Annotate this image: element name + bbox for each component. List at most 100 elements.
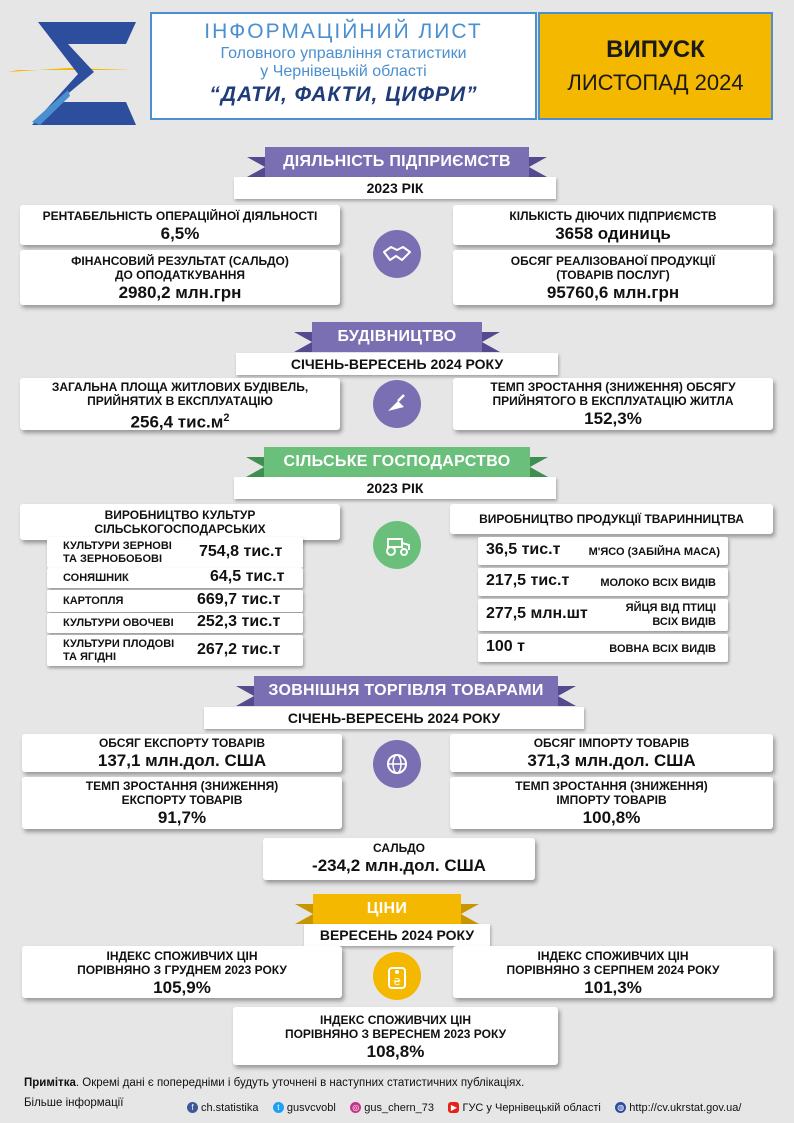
card-label: РЕНТАБЕЛЬНІСТЬ ОПЕРАЦІЙНОЇ ДІЯЛЬНОСТІ	[42, 209, 318, 223]
card-label: ОБСЯГ РЕАЛІЗОВАНОЇ ПРОДУКЦІЇ	[510, 254, 716, 268]
card-label: ОБСЯГ ІМПОРТУ ТОВАРІВ	[533, 736, 690, 750]
section-title: ЦІНИ	[366, 900, 408, 917]
price-tag-icon: ₴	[373, 952, 421, 1000]
card-label: ВИРОБНИЦТВО КУЛЬТУР	[104, 508, 256, 522]
banner-wing-right	[530, 457, 548, 477]
card-label: ФІНАНСОВИЙ РЕЗУЛЬТАТ (САЛЬДО)	[71, 254, 289, 268]
banner-wing-right	[482, 332, 500, 352]
website-link[interactable]: ◍ http://cv.ukrstat.gov.ua/	[615, 1101, 742, 1114]
card-crops-title: ВИРОБНИЦТВО КУЛЬТУР СІЛЬСЬКОГОСПОДАРСЬКИ…	[20, 504, 340, 540]
section-period: СІЧЕНЬ-ВЕРЕСЕНЬ 2024 РОКУ	[204, 707, 584, 729]
footnote: Примітка. Окремі дані є попередніми і бу…	[24, 1077, 784, 1089]
section-period: 2023 РІК	[234, 177, 556, 199]
section-title: ЗОВНІШНЯ ТОРГІВЛЯ ТОВАРАМИ	[268, 682, 544, 699]
card-housing-area: ЗАГАЛЬНА ПЛОЩА ЖИТЛОВИХ БУДІВЕЛЬ, ПРИЙНЯ…	[20, 378, 340, 432]
card-label: ІНДЕКС СПОЖИВЧИХ ЦІН	[106, 949, 258, 963]
card-value: 101,3%	[584, 978, 642, 997]
section-banner-prices: ЦІНИ	[313, 894, 461, 924]
card-value: 108,8%	[366, 1042, 425, 1061]
card-value: 371,3 млн.дол. США	[527, 751, 696, 770]
livestock-row: 217,5 тис.т МОЛОКО ВСІХ ВИДІВ	[478, 568, 728, 596]
card-import-growth: ТЕМП ЗРОСТАННЯ (ЗНИЖЕННЯ) ІМПОРТУ ТОВАРІ…	[450, 777, 773, 829]
crop-row: КАРТОПЛЯ 669,7 тис.т	[47, 590, 303, 612]
section-title: БУДІВНИЦТВО	[337, 328, 457, 345]
livestock-row: 36,5 тис.т М'ЯСО (ЗАБІЙНА МАСА)	[478, 537, 728, 565]
twitter-link[interactable]: t gusvcvobl	[272, 1102, 336, 1114]
social-links: f ch.statistika t gusvcvobl ◎ gus_chern_73 …	[187, 1097, 751, 1115]
card-label: ОБСЯГ ЕКСПОРТУ ТОВАРІВ	[98, 736, 266, 750]
more-info-label: Більше інформації	[24, 1097, 124, 1109]
card-housing-growth: ТЕМП ЗРОСТАННЯ (ЗНИЖЕННЯ) ОБСЯГУ ПРИЙНЯТ…	[453, 378, 773, 430]
card-value: 3658 одиниць	[555, 224, 671, 243]
card-value: -234,2 млн.дол. США	[312, 856, 486, 875]
crop-row: СОНЯШНИК 64,5 тис.т	[47, 568, 303, 588]
card-export-volume: ОБСЯГ ЕКСПОРТУ ТОВАРІВ 137,1 млн.дол. СШ…	[22, 734, 342, 772]
card-value: 100,8%	[582, 808, 641, 827]
card-financial-result: ФІНАНСОВИЙ РЕЗУЛЬТАТ (САЛЬДО) ДО ОПОДАТК…	[20, 250, 340, 305]
card-value: 2980,2 млн.грн	[118, 283, 242, 302]
card-label: ПРИЙНЯТИХ В ЕКСПЛУАТАЦІЮ	[87, 394, 273, 408]
crop-row: КУЛЬТУРИ ПЛОДОВІ ТА ЯГІДНІ 267,2 тис.т	[47, 635, 303, 666]
banner-wing-left	[294, 332, 312, 352]
card-label: ВИРОБНИЦТВО ПРОДУКЦІЇ ТВАРИННИЦТВА	[479, 512, 744, 526]
card-value: 105,9%	[153, 978, 211, 997]
card-trade-balance: САЛЬДО -234,2 млн.дол. США	[263, 838, 535, 880]
issue-label: ВИПУСК	[606, 36, 705, 63]
instagram-link[interactable]: ◎ gus_chern_73	[350, 1101, 435, 1114]
card-livestock-title: ВИРОБНИЦТВО ПРОДУКЦІЇ ТВАРИННИЦТВА	[450, 504, 773, 534]
globe-web-icon: ◍	[615, 1102, 627, 1113]
section-period: СІЧЕНЬ-ВЕРЕСЕНЬ 2024 РОКУ	[236, 353, 558, 375]
section-banner-agriculture: СІЛЬСЬКЕ ГОСПОДАРСТВО	[264, 447, 530, 477]
section-banner-enterprises: ДІЯЛЬНІСТЬ ПІДПРИЄМСТВ	[265, 147, 529, 177]
issue-box: ВИПУСК ЛИСТОПАД 2024	[538, 12, 773, 120]
issue-date: ЛИСТОПАД 2024	[567, 70, 744, 95]
banner-wing-left	[236, 686, 254, 706]
footnote-text: . Окремі дані є попередніми і будуть уто…	[75, 1077, 525, 1089]
section-banner-trade: ЗОВНІШНЯ ТОРГІВЛЯ ТОВАРАМИ	[254, 676, 558, 706]
livestock-row: 277,5 млн.шт ЯЙЦЯ ВІД ПТИЦІ ВСІХ ВИДІВ	[478, 599, 728, 631]
card-value: 256,4 тис.м2	[130, 412, 230, 432]
trowel-icon	[373, 380, 421, 428]
header-subtitle-2: у Чернівецькій області	[260, 63, 427, 80]
handshake-icon	[373, 230, 421, 278]
crop-row: КУЛЬТУРИ ОВОЧЕВІ 252,3 тис.т	[47, 613, 303, 633]
card-label: ЗАГАЛЬНА ПЛОЩА ЖИТЛОВИХ БУДІВЕЛЬ,	[51, 380, 309, 394]
card-label: (ТОВАРІВ ПОСЛУГ)	[556, 268, 670, 282]
card-label: САЛЬДО	[373, 841, 425, 855]
header-slogan: “ДАТИ, ФАКТИ, ЦИФРИ”	[209, 83, 478, 106]
card-label: ДО ОПОДАТКУВАННЯ	[114, 268, 246, 282]
card-label: ІНДЕКС СПОЖИВЧИХ ЦІН	[537, 949, 689, 963]
card-profitability: РЕНТАБЕЛЬНІСТЬ ОПЕРАЦІЙНОЇ ДІЯЛЬНОСТІ 6,…	[20, 205, 340, 245]
card-label: ПОРІВНЯНО З СЕРПНЕМ 2024 РОКУ	[506, 963, 720, 977]
card-label: ТЕМП ЗРОСТАННЯ (ЗНИЖЕННЯ) ОБСЯГУ	[490, 380, 736, 394]
youtube-link[interactable]: ▶ ГУС у Чернівецькій області	[448, 1102, 601, 1114]
header-title-box: ІНФОРМАЦІЙНИЙ ЛИСТ Головного управління …	[150, 12, 537, 120]
section-banner-construction: БУДІВНИЦТВО	[312, 322, 482, 352]
card-value: 6,5%	[160, 224, 200, 243]
facebook-link[interactable]: f ch.statistika	[187, 1102, 258, 1114]
card-label: ЕКСПОРТУ ТОВАРІВ	[121, 793, 243, 807]
tractor-icon	[373, 521, 421, 569]
globe-icon	[373, 740, 421, 788]
banner-wing-right	[461, 904, 479, 924]
logo	[8, 10, 138, 125]
header-subtitle-1: Головного управління статистики	[220, 45, 467, 62]
banner-wing-left	[246, 457, 264, 477]
card-label: ПОРІВНЯНО З ГРУДНЕМ 2023 РОКУ	[77, 963, 287, 977]
card-label: ІНДЕКС СПОЖИВЧИХ ЦІН	[319, 1013, 472, 1027]
instagram-icon: ◎	[350, 1102, 362, 1113]
card-sales-volume: ОБСЯГ РЕАЛІЗОВАНОЇ ПРОДУКЦІЇ (ТОВАРІВ ПО…	[453, 250, 773, 305]
banner-wing-right	[529, 157, 547, 177]
banner-wing-left	[247, 157, 265, 177]
section-title: ДІЯЛЬНІСТЬ ПІДПРИЄМСТВ	[283, 153, 511, 170]
card-cpi-august: ІНДЕКС СПОЖИВЧИХ ЦІН ПОРІВНЯНО З СЕРПНЕМ…	[453, 946, 773, 998]
header-title: ІНФОРМАЦІЙНИЙ ЛИСТ	[204, 20, 483, 43]
card-label: ІМПОРТУ ТОВАРІВ	[556, 793, 667, 807]
card-value: 91,7%	[157, 808, 207, 827]
facebook-icon: f	[187, 1102, 198, 1113]
twitter-icon: t	[272, 1102, 284, 1113]
section-title: СІЛЬСЬКЕ ГОСПОДАРСТВО	[283, 453, 511, 470]
card-value: 137,1 млн.дол. США	[97, 751, 267, 770]
banner-wing-right	[558, 686, 576, 706]
card-label: ТЕМП ЗРОСТАННЯ (ЗНИЖЕННЯ)	[85, 779, 279, 793]
